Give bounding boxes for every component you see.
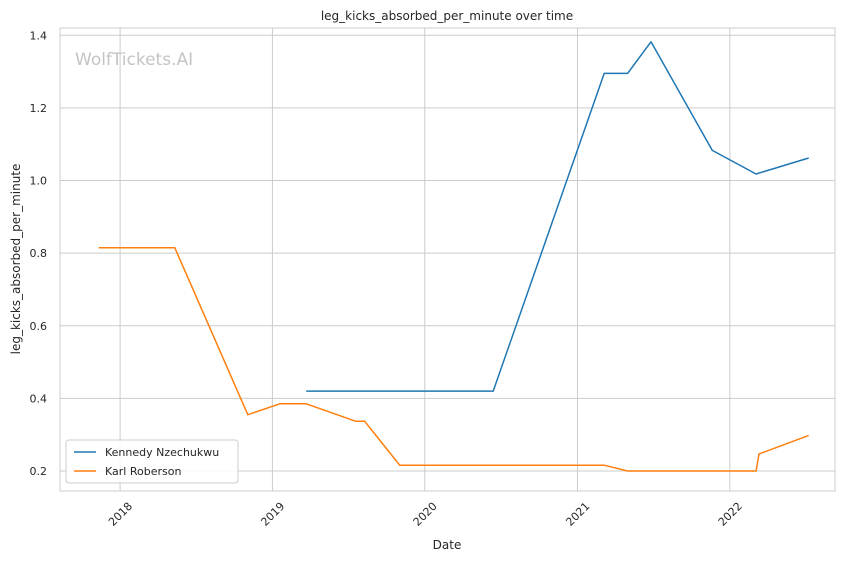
legend-label-karl-roberson: Karl Roberson	[105, 465, 181, 478]
chart-title: leg_kicks_absorbed_per_minute over time	[321, 9, 573, 23]
x-tick-label: 2019	[258, 500, 287, 529]
legend-box	[65, 439, 239, 484]
series-lines	[98, 41, 809, 472]
x-tick-label: 2022	[716, 500, 745, 529]
x-tick-labels: 2018 2019 2020 2021 2022	[106, 500, 745, 529]
x-tick-label: 2021	[563, 500, 592, 529]
y-axis-label: leg_kicks_absorbed_per_minute	[9, 164, 23, 355]
y-tick-labels: 0.2 0.4 0.6 0.8 1.0 1.2 1.4	[30, 29, 48, 478]
x-tick-label: 2018	[106, 500, 135, 529]
series-line-karl-roberson	[98, 246, 809, 472]
y-tick-label: 1.0	[30, 175, 48, 188]
y-tick-label: 1.2	[30, 102, 48, 115]
grid	[60, 28, 835, 491]
plot-area-border	[59, 27, 836, 492]
x-tick-label: 2020	[411, 500, 440, 529]
y-tick-label: 0.8	[30, 247, 48, 260]
legend-label-kennedy-nzechukwu: Kennedy Nzechukwu	[105, 446, 219, 459]
legend: Kennedy Nzechukwu Karl Roberson	[65, 439, 239, 484]
watermark: WolfTickets.AI	[75, 50, 193, 70]
y-tick-label: 0.4	[30, 392, 48, 405]
series-line-kennedy-nzechukwu	[306, 41, 809, 392]
x-axis-label: Date	[433, 538, 462, 552]
y-tick-label: 0.2	[30, 465, 48, 478]
y-tick-label: 0.6	[30, 320, 48, 333]
y-tick-label: 1.4	[30, 29, 48, 42]
